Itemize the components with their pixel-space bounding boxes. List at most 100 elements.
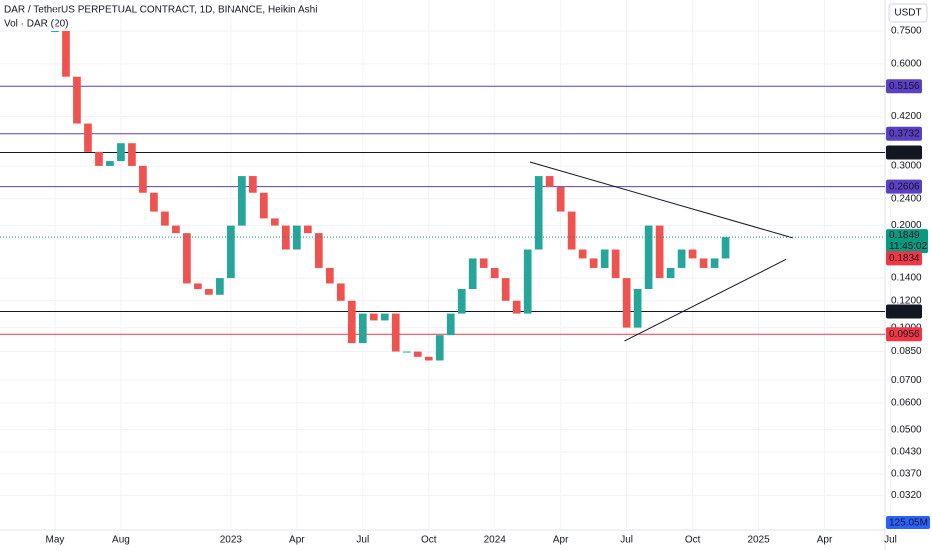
candle (205, 289, 213, 295)
candle (600, 249, 609, 268)
candle (457, 289, 466, 314)
x-tick-label: 2025 (747, 535, 770, 546)
y-tick-label: 0.0430 (891, 446, 922, 457)
countdown: 11:45:02 (889, 241, 928, 252)
chart-title: DAR / TetherUS PERPETUAL CONTRACT, 1D, B… (4, 5, 317, 16)
level-label: 0.2606 (889, 181, 920, 192)
candle (183, 233, 191, 284)
candle (227, 225, 235, 279)
y-tick-label: 0.0700 (891, 375, 922, 386)
level-tag (886, 126, 922, 141)
candle (655, 225, 664, 279)
candle (139, 165, 147, 193)
y-tick-label: 0.1400 (891, 273, 922, 284)
x-tick-label: May (46, 535, 65, 546)
candle (402, 351, 411, 353)
candle (556, 186, 565, 212)
candle (249, 176, 257, 193)
y-tick-label: 0.0370 (891, 469, 922, 480)
prev-close-label: 0.1834 (889, 253, 920, 264)
candle (336, 283, 345, 301)
candle (512, 300, 521, 314)
candle (567, 211, 576, 250)
candle (347, 300, 356, 344)
candle (710, 258, 719, 268)
candle (501, 278, 510, 301)
x-tick-label: Apr (817, 535, 833, 546)
candle (479, 258, 488, 268)
candle (194, 283, 202, 290)
candle (161, 211, 169, 226)
candle (51, 31, 59, 33)
y-tick-label: 0.0850 (891, 346, 922, 357)
y-tick-label: 0.0320 (891, 490, 922, 501)
subtitle: Vol · DAR (20) (4, 19, 68, 30)
candle (128, 143, 136, 166)
x-tick-label: 2024 (484, 535, 507, 546)
candle (699, 258, 708, 268)
level-tag (886, 145, 922, 160)
candle (369, 313, 378, 321)
y-tick-label: 0.2400 (891, 193, 922, 204)
y-tick-label: 0.0500 (891, 424, 922, 435)
x-tick-label: Jul (884, 535, 897, 546)
x-tick-label: Jul (356, 535, 369, 546)
candle (688, 249, 697, 259)
candle (611, 249, 620, 279)
candle (314, 233, 323, 268)
candle (358, 313, 367, 344)
x-tick-label: Apr (553, 535, 569, 546)
candle (172, 225, 180, 234)
y-tick-label: 0.6000 (891, 59, 922, 70)
volume-label: 125.05M (889, 518, 928, 529)
candle (270, 218, 279, 226)
y-tick-label: 0.2000 (891, 220, 922, 231)
trendline (529, 161, 793, 239)
candle (413, 351, 422, 357)
x-tick-label: Jul (620, 535, 633, 546)
y-tick-label: 0.4200 (891, 111, 922, 122)
candle (391, 313, 400, 352)
level-label: 0.5156 (889, 81, 920, 92)
level-label: 0.3286 (889, 147, 920, 158)
x-tick-label: 2023 (220, 535, 243, 546)
candle (73, 76, 81, 124)
trendline (624, 258, 787, 342)
candle (95, 151, 103, 166)
volume-tag (886, 516, 930, 529)
y-tick-label: 0.3000 (891, 161, 922, 172)
candle (534, 176, 543, 250)
last-price-label: 0.1849 (889, 230, 920, 241)
candle (589, 258, 598, 268)
currency[interactable]: USDT (894, 8, 921, 19)
candle (216, 278, 224, 295)
candle (446, 313, 455, 336)
y-tick-label: 0.0600 (891, 397, 922, 408)
candle (644, 225, 653, 290)
x-tick-label: Apr (289, 535, 305, 546)
candle (106, 161, 114, 166)
candle (435, 335, 444, 361)
level-tag (886, 304, 922, 319)
x-tick-label: Oct (685, 535, 701, 546)
candle (490, 267, 499, 279)
x-tick-label: Oct (421, 535, 437, 546)
prev-close-tag (886, 251, 922, 266)
y-tick-label: 0.7500 (891, 26, 922, 37)
last-price-tag (886, 229, 928, 254)
level-tag (886, 327, 922, 342)
candle (424, 356, 433, 361)
candle (545, 176, 554, 187)
level-label: 0.0956 (889, 329, 920, 340)
candle (523, 249, 532, 314)
candle (633, 289, 642, 328)
candle (117, 143, 125, 162)
level-label: 0.3732 (889, 128, 920, 139)
candle (62, 31, 70, 77)
candle (150, 192, 158, 212)
candle (721, 237, 730, 259)
candle (677, 249, 686, 268)
currency-button[interactable] (888, 3, 928, 23)
